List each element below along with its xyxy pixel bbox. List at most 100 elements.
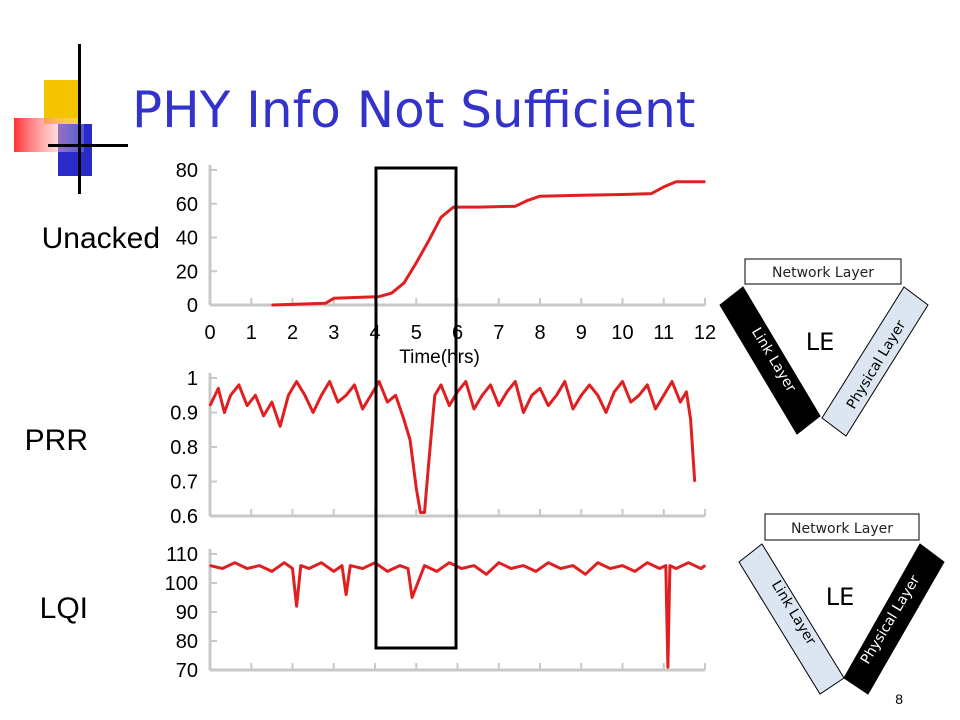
y-tick-label: 0.8	[170, 437, 198, 459]
data-point	[621, 193, 624, 196]
data-point	[621, 564, 624, 567]
logo-vertical-line	[78, 44, 81, 194]
data-point	[687, 561, 690, 564]
data-point	[535, 570, 537, 573]
data-point	[332, 570, 335, 573]
data-point	[345, 593, 347, 596]
data-point	[646, 384, 649, 386]
y-tick-label: 0	[187, 295, 198, 317]
chart-label: Unacked	[42, 222, 160, 255]
data-point	[596, 394, 599, 397]
le-label: LE	[826, 583, 855, 611]
data-point	[547, 561, 550, 564]
data-point	[258, 564, 261, 567]
data-point	[386, 401, 389, 403]
data-point	[304, 394, 306, 397]
logo-horizontal-line	[48, 144, 128, 147]
data-point	[409, 439, 411, 441]
data-point	[283, 561, 286, 564]
data-point	[547, 404, 550, 407]
data-point	[526, 199, 529, 202]
data-point	[489, 384, 492, 386]
data-point	[473, 408, 475, 410]
data-point	[345, 394, 347, 397]
data-point	[332, 297, 335, 300]
data-point	[299, 564, 302, 567]
x-tick-label: 3	[328, 322, 339, 344]
y-tick-label: 0.9	[170, 403, 198, 425]
data-point	[361, 567, 364, 570]
y-tick-label: 1	[187, 368, 198, 390]
network-layer-box	[744, 258, 902, 285]
data-point	[291, 567, 294, 570]
data-point	[514, 380, 517, 383]
x-tick-label: 1	[246, 322, 257, 344]
data-point	[324, 302, 327, 305]
data-point	[221, 567, 224, 570]
data-point	[271, 304, 273, 306]
data-point	[423, 511, 426, 514]
data-point	[559, 567, 562, 570]
link-layer-bar	[719, 286, 821, 435]
data-point	[271, 570, 273, 573]
data-point	[394, 394, 397, 397]
data-point	[246, 567, 248, 570]
highlight-box	[374, 166, 458, 650]
data-point	[440, 216, 442, 219]
y-tick-label: 20	[176, 261, 198, 283]
data-point	[609, 567, 611, 570]
data-point	[658, 567, 661, 570]
data-point	[522, 411, 525, 414]
x-tick-label: 7	[493, 322, 504, 344]
data-point	[522, 564, 525, 567]
data-point	[650, 192, 653, 195]
y-tick-label: 40	[176, 228, 198, 250]
data-point	[563, 380, 566, 383]
data-point	[704, 564, 706, 567]
data-point	[669, 564, 671, 567]
network-layer-label: Network Layer	[791, 521, 893, 537]
data-point	[685, 391, 688, 393]
data-point	[427, 240, 430, 242]
data-point	[452, 206, 455, 208]
data-point	[667, 666, 669, 668]
data-point	[485, 573, 488, 576]
data-point	[271, 401, 273, 403]
data-point	[584, 573, 587, 576]
data-point	[572, 564, 574, 567]
data-point	[662, 186, 665, 188]
chart-label: PRR	[25, 424, 88, 457]
data-point	[481, 394, 484, 397]
data-point	[621, 380, 624, 383]
data-point	[407, 567, 409, 570]
data-point	[539, 195, 541, 197]
data-point	[679, 401, 682, 403]
data-point	[675, 567, 677, 570]
data-point	[434, 394, 436, 397]
data-point	[403, 418, 405, 421]
data-point	[700, 567, 702, 570]
data-point	[646, 561, 649, 564]
data-point	[419, 511, 422, 514]
data-point	[629, 401, 632, 403]
data-point	[427, 463, 430, 466]
series-line	[271, 180, 705, 307]
data-point	[378, 295, 380, 298]
data-point	[415, 487, 418, 490]
data-point	[262, 415, 265, 417]
physical-layer-bar	[843, 543, 945, 695]
physical-layer-bar	[821, 286, 929, 437]
slide-logo-decoration	[14, 44, 128, 194]
data-point	[580, 394, 583, 397]
data-point	[693, 480, 696, 483]
data-point	[415, 262, 418, 264]
data-point	[341, 564, 343, 567]
network-layer-label: Network Layer	[772, 265, 874, 281]
data-point	[510, 567, 512, 570]
data-point	[233, 561, 236, 564]
x-tick-label: 10	[611, 322, 633, 344]
data-point	[497, 561, 500, 564]
data-point	[337, 401, 339, 403]
data-point	[596, 561, 599, 564]
